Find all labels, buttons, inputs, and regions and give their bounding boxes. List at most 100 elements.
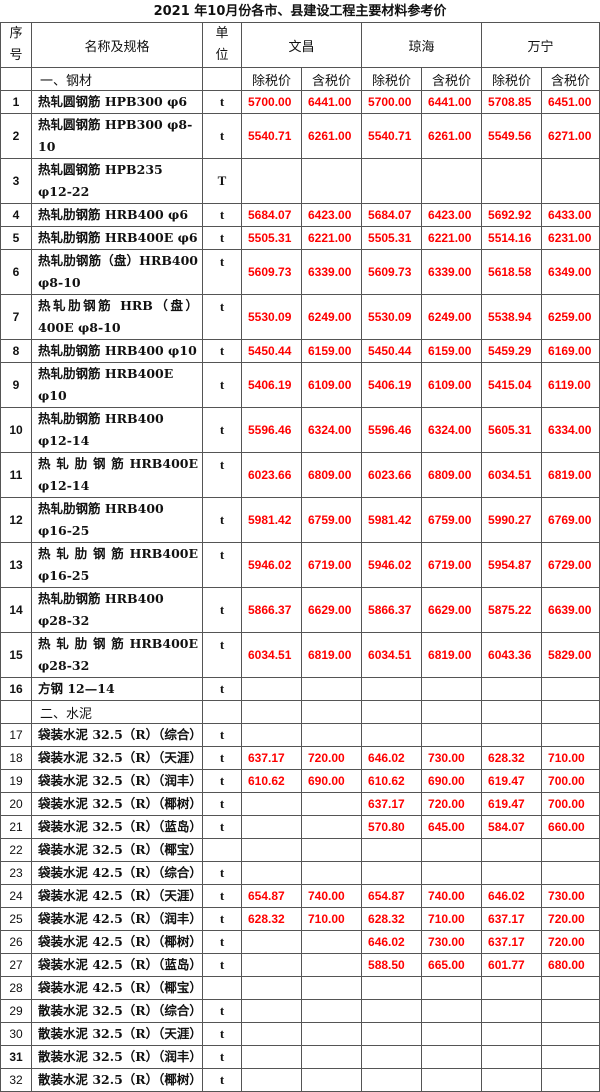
price-inc-tax — [541, 838, 600, 862]
price-inc-tax: 6639.00 — [541, 587, 600, 633]
price-inc-tax: 6119.00 — [541, 362, 600, 408]
price-cell-empty — [361, 700, 423, 724]
row-name: 散装水泥 32.5（R）（综合） — [31, 999, 203, 1023]
price-inc-tax: 680.00 — [541, 953, 600, 977]
price-inc-tax: 6221.00 — [421, 226, 483, 250]
table-row: 27 袋装水泥 42.5（R）（蓝岛） t 588.50 665.00 601.77 680… — [0, 953, 600, 977]
price-inc-tax: 6324.00 — [300, 407, 363, 453]
price-ex-tax — [361, 1068, 423, 1092]
price-inc-tax — [541, 861, 600, 885]
row-name: 袋装水泥 42.5（R）（椰宝） — [31, 976, 203, 1000]
price-inc-tax — [541, 723, 600, 747]
price-ex-tax — [241, 953, 302, 977]
table-row: 29 散装水泥 32.5（R）（综合） t — [0, 999, 600, 1023]
row-seq: 31 — [0, 1045, 32, 1069]
price-ex-tax: 5406.19 — [241, 362, 302, 408]
price-ex-tax — [361, 999, 423, 1023]
price-ex-tax: 5981.42 — [361, 497, 423, 543]
price-inc-tax: 6433.00 — [541, 203, 600, 227]
price-inc-tax: 6719.00 — [300, 542, 363, 588]
price-inc-tax: 6759.00 — [300, 497, 363, 543]
row-name: 热轧肋钢筋 HRB400 φ10 — [31, 339, 203, 363]
price-table: 序号 名称及规格 单位 文昌 琼海 万宁 一、钢材 除税价 含税价 除税价 含税价 除税价… — [0, 22, 600, 1092]
price-inc-tax: 6349.00 — [541, 249, 600, 295]
price-cell-empty — [541, 700, 600, 724]
price-ex-tax: 5450.44 — [241, 339, 302, 363]
row-name: 热轧肋钢筋 HRB400 φ12-14 — [31, 407, 203, 453]
price-inc-tax: 6271.00 — [541, 113, 600, 159]
row-unit: T — [202, 158, 242, 204]
price-inc-tax: 6809.00 — [300, 452, 363, 498]
price-ex-tax — [241, 1022, 302, 1046]
row-unit: t — [202, 1068, 242, 1092]
row-name: 热轧肋钢筋 HRB400 φ6 — [31, 203, 203, 227]
price-ex-tax: 5609.73 — [241, 249, 302, 295]
price-inc-tax: 645.00 — [421, 815, 483, 839]
section-row: 二、水泥 — [0, 700, 600, 724]
row-name: 热轧圆钢筋 HPB300 φ8-10 — [31, 113, 203, 159]
price-ex-tax: 6023.66 — [241, 452, 302, 498]
price-inc-tax: 730.00 — [421, 930, 483, 954]
price-inc-tax: 6629.00 — [300, 587, 363, 633]
row-unit: t — [202, 452, 242, 498]
row-seq: 28 — [0, 976, 32, 1000]
row-unit: t — [202, 884, 242, 908]
table-row: 14 热轧肋钢筋 HRB400 φ28-32 t 5866.37 6629.00 5866… — [0, 587, 600, 633]
price-ex-tax: 5866.37 — [361, 587, 423, 633]
price-ex-tax: 6034.51 — [241, 632, 302, 678]
price-inc-tax — [421, 976, 483, 1000]
price-ex-tax: 5450.44 — [361, 339, 423, 363]
price-inc-tax: 690.00 — [421, 769, 483, 793]
table-row: 22 袋装水泥 32.5（R）（椰宝） — [0, 838, 600, 862]
price-ex-tax: 5946.02 — [361, 542, 423, 588]
price-inc-tax: 660.00 — [541, 815, 600, 839]
price-inc-tax — [300, 976, 363, 1000]
section-label: 一、钢材 — [31, 67, 203, 91]
row-unit: t — [202, 1022, 242, 1046]
table-row: 28 袋装水泥 42.5（R）（椰宝） — [0, 976, 600, 1000]
price-ex-tax: 6034.51 — [481, 452, 543, 498]
price-inc-tax — [541, 677, 600, 701]
price-ex-tax — [241, 1068, 302, 1092]
row-seq: 16 — [0, 677, 32, 701]
price-ex-tax — [481, 158, 543, 204]
price-inc-tax: 700.00 — [541, 792, 600, 816]
row-unit: t — [202, 226, 242, 250]
row-name: 袋装水泥 32.5（R）（蓝岛） — [31, 815, 203, 839]
row-seq: 26 — [0, 930, 32, 954]
table-row: 26 袋装水泥 42.5（R）（椰树） t 646.02 730.00 637.17 720… — [0, 930, 600, 954]
row-name: 热轧圆钢筋 HPB235 φ12-22 — [31, 158, 203, 204]
price-inc-tax — [421, 723, 483, 747]
price-inc-tax: 6261.00 — [300, 113, 363, 159]
row-unit: t — [202, 407, 242, 453]
row-seq: 12 — [0, 497, 32, 543]
price-ex-tax — [361, 158, 423, 204]
price-inc-tax: 6451.00 — [541, 90, 600, 114]
price-inc-tax — [541, 158, 600, 204]
price-ex-tax: 6043.36 — [481, 632, 543, 678]
price-ex-tax: 654.87 — [361, 884, 423, 908]
table-row: 20 袋装水泥 32.5（R）（椰树） t 637.17 720.00 619.47 700… — [0, 792, 600, 816]
table-row: 30 散装水泥 32.5（R）（天涯） t — [0, 1022, 600, 1046]
table-row: 15 热 轧 肋 钢 筋 HRB400E φ28-32 t 6034.51 6819.0… — [0, 632, 600, 678]
row-name: 热 轧 肋 钢 筋 HRB400E φ28-32 — [31, 632, 203, 678]
price-ex-tax: 619.47 — [481, 769, 543, 793]
price-inc-tax: 6109.00 — [300, 362, 363, 408]
row-name: 热轧肋钢筋 HRB400 φ28-32 — [31, 587, 203, 633]
row-name: 热 轧 肋 钢 筋 HRB400E φ16-25 — [31, 542, 203, 588]
table-row: 11 热 轧 肋 钢 筋 HRB400E φ12-14 t 6023.66 6809.0… — [0, 452, 600, 498]
price-inc-tax — [421, 999, 483, 1023]
price-inc-tax: 710.00 — [421, 907, 483, 931]
price-inc-tax: 6169.00 — [541, 339, 600, 363]
price-inc-tax — [300, 815, 363, 839]
price-ex-tax: 5514.16 — [481, 226, 543, 250]
price-ex-tax: 5708.85 — [481, 90, 543, 114]
table-row: 10 热轧肋钢筋 HRB400 φ12-14 t 5596.46 6324.00 5596… — [0, 407, 600, 453]
subheader-inc-tax: 含税价 — [300, 67, 363, 91]
price-inc-tax — [541, 976, 600, 1000]
price-ex-tax — [481, 1022, 543, 1046]
price-ex-tax — [241, 861, 302, 885]
section-unit-empty — [202, 67, 242, 91]
row-seq: 15 — [0, 632, 32, 678]
row-unit: t — [202, 339, 242, 363]
